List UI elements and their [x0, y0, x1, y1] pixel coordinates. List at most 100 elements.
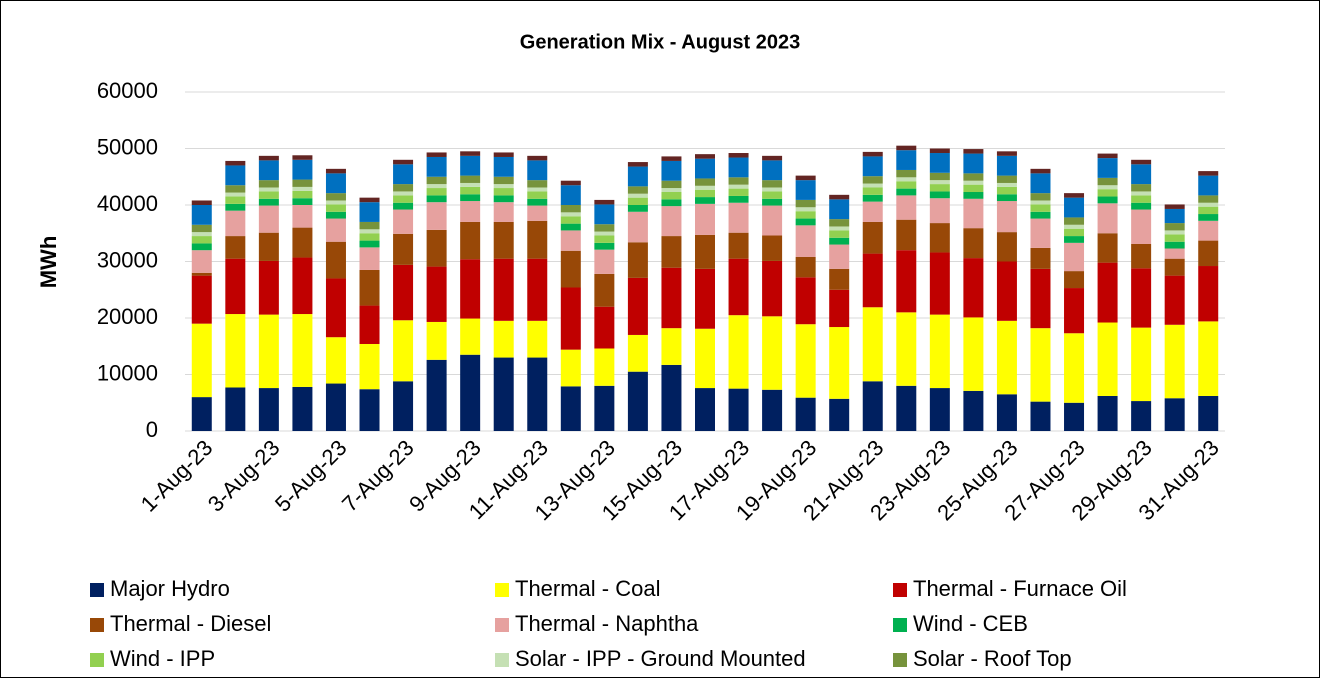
bar-segment	[1097, 153, 1118, 159]
bar-segment	[258, 232, 279, 261]
bar-segment	[695, 388, 715, 431]
bar-segment	[460, 221, 481, 260]
bar-segment	[191, 224, 212, 233]
bar-segment	[929, 153, 950, 173]
legend-label: Wind - CEB	[913, 611, 1028, 636]
bar-segment	[963, 173, 984, 181]
bar-segment	[1030, 401, 1051, 431]
bar-segment	[996, 175, 1017, 183]
bar-segment	[460, 201, 481, 222]
bar-segment	[695, 158, 715, 179]
bar-segment	[728, 315, 749, 389]
bar-segment	[1198, 240, 1219, 267]
bar-segment	[728, 388, 749, 431]
bar-segment	[896, 312, 917, 386]
legend-swatch	[495, 618, 509, 632]
bar-segment	[695, 203, 715, 235]
bar-segment	[862, 381, 883, 431]
bar-segment	[560, 205, 581, 213]
bar-segment	[762, 187, 783, 192]
bar-segment	[1030, 268, 1051, 329]
bar-segment	[1198, 195, 1219, 203]
bar-segment	[393, 191, 414, 196]
bar-segment	[493, 176, 514, 185]
bar-segment	[1030, 204, 1051, 212]
bar-segment	[728, 188, 749, 196]
bar-segment	[728, 232, 749, 259]
bar-segment	[1131, 268, 1152, 328]
bar-segment	[795, 324, 816, 398]
bar-segment	[963, 192, 984, 199]
bar-segment	[929, 172, 950, 181]
bar-segment	[1164, 275, 1185, 325]
bar-segment	[1198, 175, 1219, 196]
bar-segment	[695, 189, 715, 198]
bar-segment	[225, 210, 246, 237]
bar-segment	[862, 221, 883, 254]
bar-segment	[493, 221, 514, 259]
bar-segment	[594, 273, 615, 307]
bar-segment	[661, 267, 682, 329]
bar-segment	[963, 180, 984, 185]
bar-segment	[1097, 189, 1118, 197]
bar-segment	[795, 175, 816, 181]
bar-segment	[225, 314, 246, 388]
bar-segment	[191, 275, 212, 324]
bar-segment	[426, 266, 447, 322]
legend-swatch	[893, 653, 907, 667]
bar-segment	[1198, 266, 1219, 322]
bar-segment	[1131, 327, 1152, 402]
bar-segment	[862, 253, 883, 308]
bar-segment	[359, 197, 380, 203]
bar-segment	[762, 316, 783, 390]
bar-segment	[1131, 202, 1152, 210]
bar-segment	[426, 156, 447, 177]
bar-segment	[762, 235, 783, 261]
legend-label: Solar - Roof Top	[913, 646, 1072, 671]
bar-segment	[527, 155, 548, 161]
bar-segment	[762, 160, 783, 181]
bar-segment	[258, 388, 279, 431]
bar-segment	[325, 168, 346, 174]
bar-segment	[896, 385, 917, 431]
bar-segment	[695, 197, 715, 204]
bar-segment	[1164, 204, 1185, 209]
bar-segment	[493, 320, 514, 358]
bar-segment	[292, 155, 313, 160]
bar-segment	[493, 202, 514, 222]
bar-segment	[1131, 191, 1152, 196]
bar-segment	[393, 164, 414, 185]
bar-segment	[1064, 402, 1085, 431]
bar-segment	[527, 320, 548, 358]
bar-segment	[258, 180, 279, 188]
bar-segment	[325, 278, 346, 338]
bar-segment	[325, 200, 346, 205]
bar-segment	[627, 186, 648, 194]
bar-segment	[493, 184, 514, 189]
bar-segment	[325, 241, 346, 279]
bar-segment	[695, 178, 715, 186]
bar-segment	[896, 177, 917, 182]
bar-segment	[292, 179, 313, 187]
bar-segment	[191, 323, 212, 398]
bar-segment	[1164, 223, 1185, 231]
legend-swatch	[495, 583, 509, 597]
y-tick-label: 0	[146, 417, 158, 442]
bar-segment	[1097, 233, 1118, 263]
bar-segment	[560, 216, 581, 224]
bar-segment	[929, 180, 950, 185]
bar-segment	[963, 198, 984, 229]
bar-segment	[896, 181, 917, 189]
bar-segment	[795, 180, 816, 200]
bar-segment	[1131, 184, 1152, 192]
bar-segment	[728, 153, 749, 158]
bar-segment	[225, 160, 246, 166]
legend-label: Thermal - Diesel	[110, 611, 271, 636]
bar-segment	[661, 199, 682, 207]
bar-segment	[1198, 214, 1219, 221]
bar-segment	[627, 166, 648, 187]
bar-segment	[594, 385, 615, 431]
y-tick-label: 60000	[97, 78, 158, 103]
bar-segment	[560, 349, 581, 387]
bar-segment	[929, 223, 950, 253]
